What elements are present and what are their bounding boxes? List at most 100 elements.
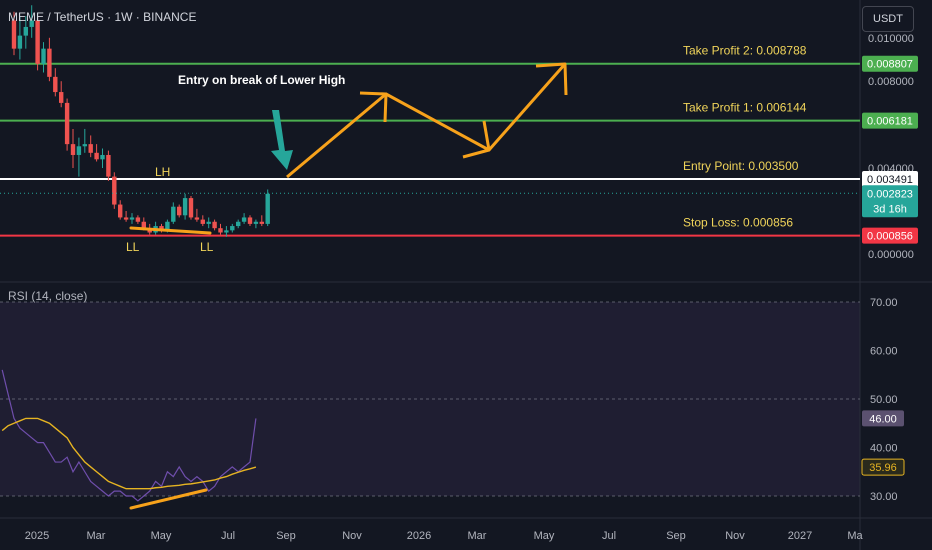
time-tick-label: May [534, 530, 555, 542]
level-label-sl: Stop Loss: 0.000856 [683, 216, 793, 230]
time-tick-label: Jul [602, 530, 616, 542]
candle-body [171, 206, 176, 222]
rsi-value-badge [861, 458, 905, 476]
rsi-tick-label: 30.00 [870, 491, 898, 503]
candle-body [35, 20, 40, 64]
candle-body [70, 144, 76, 155]
time-tick-label: Sep [276, 530, 296, 542]
time-tick-label: Nov [725, 530, 745, 542]
candle-body [41, 48, 46, 64]
last-price-badge [862, 185, 918, 218]
rsi-tick-label: 70.00 [870, 297, 898, 309]
candle-body [23, 26, 28, 36]
candle-body [188, 198, 194, 218]
projection-arrowhead-3 [535, 62, 568, 96]
rsi-value-text: 35.96 [869, 462, 897, 474]
time-tick-label: Nov [342, 530, 362, 542]
candle-body [112, 176, 117, 205]
candle-body [200, 219, 205, 224]
rsi-value-badge [862, 410, 904, 427]
candle-body [135, 217, 141, 222]
time-tick-label: 2027 [788, 530, 812, 542]
rsi-series-line [1, 369, 257, 502]
time-tick-label: May [151, 530, 172, 542]
level-price-badge-tp [862, 112, 918, 129]
rsi-title: RSI (14, close) [8, 289, 88, 303]
candle-body [177, 206, 182, 216]
rsi-series-line [1, 417, 257, 490]
currency-button[interactable]: USDT [862, 6, 914, 32]
price-tick-label: 0.010000 [868, 33, 914, 45]
candle-body [159, 226, 164, 231]
candle-body [218, 228, 223, 233]
candle-body [259, 221, 264, 224]
time-tick-label: Jul [221, 530, 235, 542]
candle-body [123, 217, 129, 220]
price-trendline [129, 226, 212, 235]
candle-body [106, 154, 111, 177]
level-label-entry: Entry Point: 0.003500 [683, 159, 799, 173]
candle-body [59, 92, 64, 103]
candle-body [182, 198, 188, 216]
time-tick-label: 2025 [25, 530, 49, 542]
projection-arrowhead-2 [462, 120, 491, 159]
level-price-text-entry: 0.003491 [867, 174, 913, 186]
candle-body [129, 217, 135, 220]
candle-body [206, 221, 211, 224]
candle-body [230, 226, 235, 231]
ll-label: LL [126, 240, 140, 254]
candle-body [118, 204, 123, 218]
projection-path [286, 63, 567, 179]
level-price-badge-tp [862, 55, 918, 72]
level-price-text-tp: 0.008807 [867, 59, 913, 71]
candle-body [29, 20, 34, 27]
candle-body [82, 144, 87, 147]
candle-body [241, 217, 247, 222]
candle-body [247, 217, 253, 224]
projection-arrowhead-1 [359, 91, 388, 123]
candle-body [212, 221, 217, 229]
level-price-text-sl: 0.000856 [867, 231, 913, 243]
candle-body [253, 221, 259, 224]
level-price-text-tp: 0.006181 [867, 116, 913, 128]
lh-label: LH [155, 165, 170, 179]
price-tick-label: 0.000000 [868, 249, 914, 261]
candle-body [165, 221, 170, 231]
time-tick-label: 2026 [407, 530, 431, 542]
time-tick-label: Sep [666, 530, 686, 542]
time-tick-label: Mar [87, 530, 106, 542]
candle-body [194, 217, 200, 220]
candle-body [94, 152, 99, 160]
level-price-badge-entry [862, 170, 918, 187]
last-price-text: 0.002823 [867, 188, 913, 200]
entry-arrow-icon [271, 110, 293, 170]
candle-body [53, 76, 58, 93]
candle-body [11, 20, 17, 49]
candle-body [64, 102, 70, 145]
candle-body [88, 144, 93, 153]
candle-body [265, 193, 270, 224]
candle-body [76, 146, 82, 155]
chart-title: MEME / TetherUS · 1W · BINANCE [8, 10, 197, 24]
rsi-tick-label: 60.00 [870, 346, 898, 358]
rsi-value-text: 46.00 [869, 413, 897, 425]
rsi-tick-label: 40.00 [870, 443, 898, 455]
time-tick-label: Ma [847, 530, 863, 542]
candle-body [224, 230, 229, 233]
level-label-tp: Take Profit 2: 0.008788 [683, 44, 807, 58]
candle-body [47, 48, 52, 77]
rsi-trendline [129, 488, 208, 510]
ll-label: LL [200, 240, 214, 254]
entry-note: Entry on break of Lower High [178, 73, 345, 87]
level-price-badge-sl [862, 227, 918, 244]
price-tick-label: 0.008000 [868, 76, 914, 88]
last-price-countdown: 3d 16h [873, 203, 907, 215]
level-label-tp: Take Profit 1: 0.006144 [683, 101, 807, 115]
candle-body [236, 221, 241, 227]
candle-body [17, 35, 23, 49]
time-tick-label: Mar [468, 530, 487, 542]
rsi-tick-label: 50.00 [870, 394, 898, 406]
candle-body [100, 154, 105, 160]
candle-body [141, 221, 146, 229]
